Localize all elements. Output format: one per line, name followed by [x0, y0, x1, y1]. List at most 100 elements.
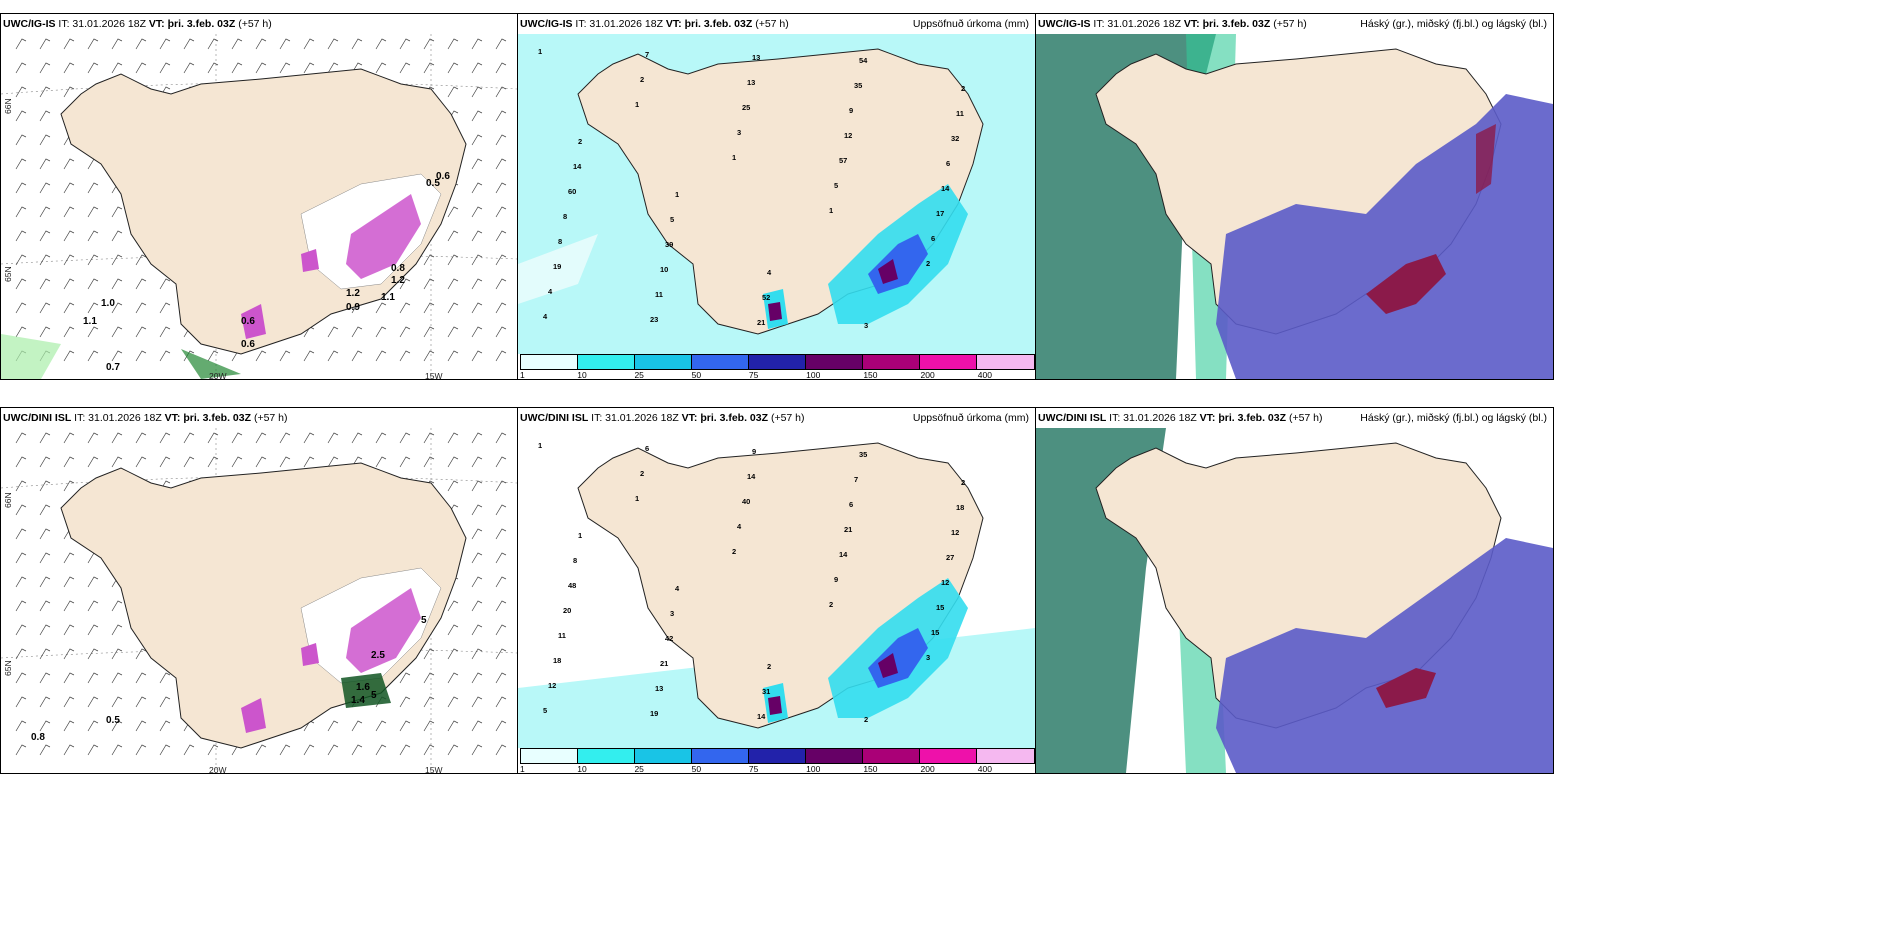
colorbar-swatch — [863, 355, 920, 369]
precip-value: 6 — [645, 444, 649, 453]
wind-barb — [39, 326, 51, 338]
valid-time: VT: þri. 3.feb. 03Z — [1183, 18, 1271, 30]
wind-barb — [159, 350, 171, 362]
wind-barb — [111, 62, 123, 74]
wind-barb — [495, 432, 507, 444]
lat-label: 65N — [3, 660, 13, 676]
precip-value: 15 — [931, 628, 939, 637]
wind-barb — [111, 302, 123, 314]
precip-value: 12 — [941, 578, 949, 587]
wind-label: 0.6 — [436, 171, 450, 182]
wind-barb — [495, 230, 507, 242]
wind-barb — [15, 744, 27, 756]
precip-value: 4 — [548, 287, 553, 296]
wind-label: 0.6 — [241, 339, 255, 350]
wind-barb — [135, 720, 147, 732]
wind-barb — [15, 38, 27, 50]
wind-barb — [39, 696, 51, 708]
wind-barb — [15, 110, 27, 122]
wind-barb — [471, 278, 483, 290]
wind-barb — [495, 720, 507, 732]
colorbar-label: 200 — [920, 370, 935, 380]
wind-barb — [15, 528, 27, 540]
panel-header: UWC/IG-IS IT: 31.01.2026 18Z VT: þri. 3.… — [3, 18, 272, 30]
wind-barb — [279, 38, 291, 50]
wind-barb — [471, 576, 483, 588]
wind-barb — [423, 696, 435, 708]
wind-barb — [63, 326, 75, 338]
wind-barb — [159, 744, 171, 756]
wind-barb — [399, 720, 411, 732]
wind-barb — [231, 456, 243, 468]
wind-barb — [87, 624, 99, 636]
wind-barb — [39, 432, 51, 444]
precip-value: 8 — [558, 237, 562, 246]
wind-barb — [63, 600, 75, 612]
wind-barb — [399, 38, 411, 50]
wind-barb — [39, 744, 51, 756]
wind-barb — [231, 432, 243, 444]
precip-value: 14 — [941, 184, 950, 193]
wind-barb — [471, 86, 483, 98]
wind-barb — [255, 350, 267, 362]
wind-barb — [471, 350, 483, 362]
colorbar-swatch — [635, 749, 692, 763]
wind-barb — [87, 206, 99, 218]
wind-barb — [495, 696, 507, 708]
precip-value: 2 — [640, 469, 644, 478]
wind-map: 0.5 0.8 1.4 5 1.6 2.5 5 — [1, 428, 517, 773]
wind-label: 5 — [371, 690, 377, 701]
wind-barb — [63, 552, 75, 564]
wind-barb — [471, 302, 483, 314]
precip-value: 1 — [538, 47, 542, 56]
precip-value: 31 — [762, 687, 770, 696]
wind-barb — [39, 110, 51, 122]
wind-barb — [447, 744, 459, 756]
wind-barb — [399, 326, 411, 338]
wind-barb — [447, 624, 459, 636]
wind-barb — [159, 278, 171, 290]
wind-barb — [111, 600, 123, 612]
valid-time: VT: þri. 3.feb. 03Z — [665, 18, 753, 30]
wind-barb — [375, 456, 387, 468]
wind-barb — [15, 600, 27, 612]
wind-label: 1.0 — [101, 298, 115, 309]
wind-barb — [447, 696, 459, 708]
wind-labels: 1.0 1.1 0.7 1.2 0.9 1.1 0.8 1.2 0.6 0.6 … — [83, 171, 450, 373]
wind-barb — [279, 350, 291, 362]
colorbar-label: 50 — [691, 370, 702, 380]
lat-label: 66N — [3, 98, 13, 114]
init-time: IT: 31.01.2026 18Z — [575, 18, 663, 30]
precip-value: 14 — [839, 550, 848, 559]
wind-barb — [15, 182, 27, 194]
wind-barb — [15, 158, 27, 170]
wind-barb — [15, 230, 27, 242]
precip-value: 1 — [732, 153, 736, 162]
precip-value: 6 — [946, 159, 950, 168]
wind-barb — [63, 432, 75, 444]
wind-barb — [111, 456, 123, 468]
wind-barb — [399, 432, 411, 444]
wind-barb — [15, 86, 27, 98]
wind-barb — [423, 648, 435, 660]
colorbar-swatch — [863, 749, 920, 763]
wind-barb — [471, 326, 483, 338]
wind-barb — [471, 158, 483, 170]
precip-map: 1111242356472557171923131214811139681021… — [518, 34, 1035, 354]
wind-barb — [255, 62, 267, 74]
model-name: UWC/DINI ISL — [1038, 412, 1107, 424]
wind-barb — [183, 456, 195, 468]
wind-barb — [39, 552, 51, 564]
colorbar-swatch — [977, 355, 1034, 369]
precip-value: 2 — [732, 547, 736, 556]
wind-barb — [447, 62, 459, 74]
colorbar-label: 25 — [634, 764, 644, 774]
wind-barb — [423, 432, 435, 444]
precip-value: 8 — [563, 212, 567, 221]
wind-barb — [351, 432, 363, 444]
wind-label: 0.8 — [391, 263, 405, 274]
wind-barb — [495, 576, 507, 588]
wind-barb — [495, 504, 507, 516]
valid-time: VT: þri. 3.feb. 03Z — [164, 412, 252, 424]
wind-barb — [159, 62, 171, 74]
